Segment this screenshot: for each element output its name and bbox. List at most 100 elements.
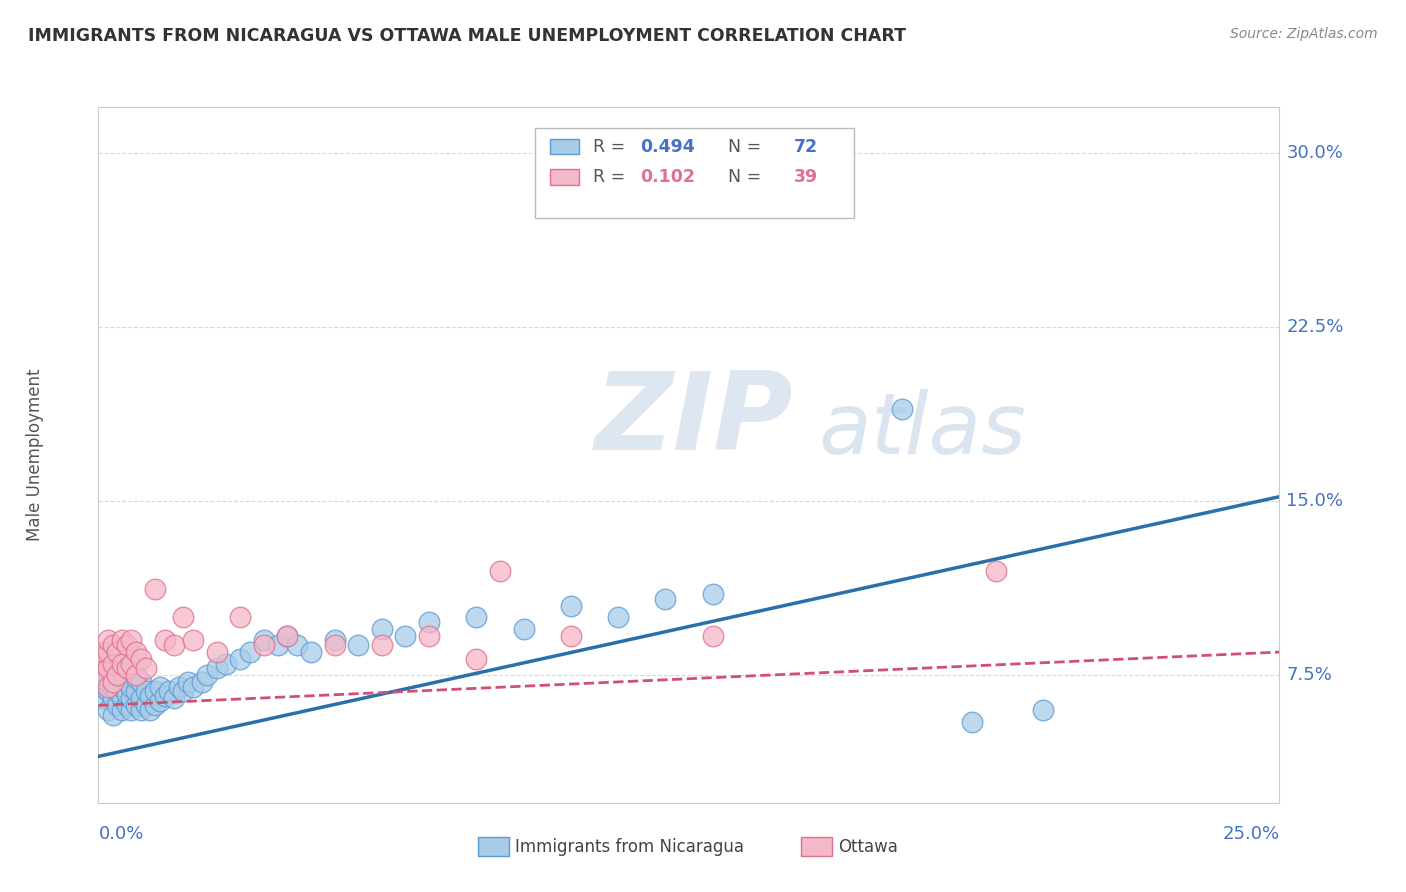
Point: [157, 684, 180, 698]
Point: [465, 652, 488, 666]
Point: [101, 657, 124, 671]
Point: [129, 691, 152, 706]
Point: [276, 629, 298, 643]
Point: [135, 684, 157, 698]
Point: [97, 684, 120, 698]
Text: 7.5%: 7.5%: [1286, 666, 1333, 684]
Text: Immigrants from Nicaragua: Immigrants from Nicaragua: [515, 838, 744, 855]
Point: [347, 638, 370, 652]
Point: [195, 668, 218, 682]
Point: [654, 591, 676, 606]
Point: [97, 703, 120, 717]
Text: Male Unemployment: Male Unemployment: [27, 368, 44, 541]
FancyBboxPatch shape: [550, 169, 579, 185]
Point: [101, 691, 124, 706]
Point: [418, 615, 440, 629]
Text: atlas: atlas: [818, 389, 1026, 472]
Point: [323, 633, 346, 648]
Point: [143, 582, 166, 597]
Point: [229, 610, 252, 624]
Point: [101, 707, 124, 722]
Point: [125, 698, 148, 713]
Text: Source: ZipAtlas.com: Source: ZipAtlas.com: [1230, 27, 1378, 41]
Text: R =: R =: [593, 137, 631, 155]
Point: [129, 703, 152, 717]
Text: 72: 72: [794, 137, 818, 155]
Text: 39: 39: [794, 168, 818, 186]
Point: [167, 680, 190, 694]
Point: [149, 680, 172, 694]
Point: [276, 629, 298, 643]
Point: [139, 703, 162, 717]
Point: [181, 680, 204, 694]
Point: [111, 703, 134, 717]
Text: Ottawa: Ottawa: [838, 838, 898, 855]
Point: [153, 689, 176, 703]
Point: [163, 691, 186, 706]
Point: [97, 680, 120, 694]
Point: [125, 668, 148, 682]
Point: [101, 638, 124, 652]
Text: N =: N =: [717, 137, 768, 155]
Point: [115, 687, 138, 701]
Point: [101, 680, 124, 694]
Point: [97, 645, 120, 659]
Point: [111, 680, 134, 694]
Point: [105, 698, 128, 713]
Point: [129, 675, 152, 690]
Point: [253, 638, 276, 652]
Point: [91, 680, 114, 694]
Point: [91, 668, 114, 682]
Point: [121, 703, 143, 717]
Point: [101, 668, 124, 682]
Point: [105, 668, 128, 682]
Point: [125, 671, 148, 685]
Point: [121, 691, 143, 706]
Point: [512, 622, 534, 636]
Point: [229, 652, 252, 666]
Point: [115, 661, 138, 675]
Point: [607, 610, 630, 624]
Point: [101, 657, 124, 671]
Point: [489, 564, 512, 578]
Text: 0.102: 0.102: [641, 168, 696, 186]
Point: [143, 684, 166, 698]
Text: N =: N =: [717, 168, 768, 186]
Point: [560, 629, 582, 643]
Point: [465, 610, 488, 624]
Point: [125, 645, 148, 659]
Point: [371, 622, 394, 636]
Point: [129, 652, 152, 666]
Point: [101, 675, 124, 690]
Point: [111, 633, 134, 648]
Point: [191, 675, 214, 690]
Point: [172, 684, 194, 698]
Point: [97, 661, 120, 675]
Point: [97, 661, 120, 675]
Text: 25.0%: 25.0%: [1222, 825, 1279, 843]
Point: [105, 684, 128, 698]
Text: 0.0%: 0.0%: [98, 825, 143, 843]
Point: [418, 629, 440, 643]
Point: [890, 401, 912, 416]
Point: [135, 661, 157, 675]
Point: [560, 599, 582, 613]
Point: [394, 629, 416, 643]
Point: [205, 661, 228, 675]
Text: 0.494: 0.494: [641, 137, 696, 155]
FancyBboxPatch shape: [536, 128, 855, 219]
Text: 22.5%: 22.5%: [1286, 318, 1344, 336]
Point: [702, 587, 724, 601]
Point: [111, 691, 134, 706]
Text: IMMIGRANTS FROM NICARAGUA VS OTTAWA MALE UNEMPLOYMENT CORRELATION CHART: IMMIGRANTS FROM NICARAGUA VS OTTAWA MALE…: [28, 27, 905, 45]
Point: [285, 638, 308, 652]
Point: [253, 633, 276, 648]
Point: [97, 633, 120, 648]
Point: [181, 633, 204, 648]
Point: [121, 680, 143, 694]
Point: [97, 675, 120, 690]
Point: [91, 657, 114, 671]
Point: [177, 675, 200, 690]
Point: [962, 714, 984, 729]
Point: [121, 633, 143, 648]
